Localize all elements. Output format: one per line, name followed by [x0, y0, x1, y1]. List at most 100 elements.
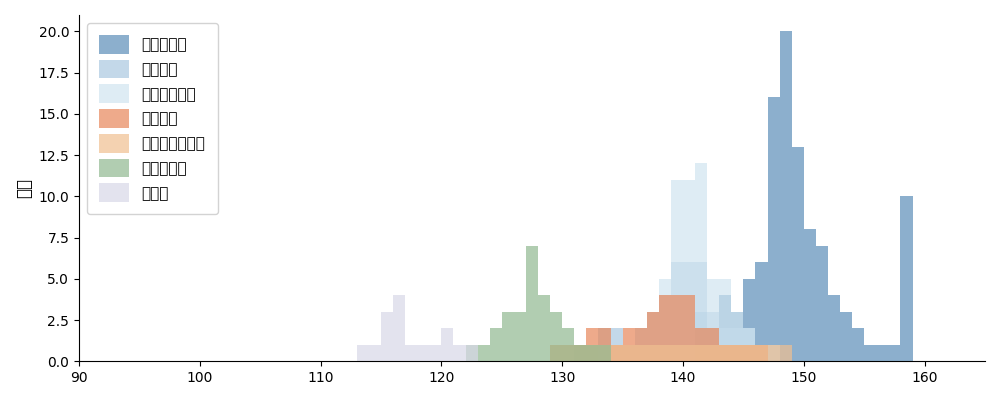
Bar [574, 345, 586, 361]
Bar [755, 345, 768, 361]
Bar [586, 328, 598, 361]
Bar [840, 312, 852, 361]
Bar [755, 262, 768, 361]
Bar [743, 328, 755, 361]
Bar [623, 345, 635, 361]
Bar [550, 345, 562, 361]
Bar [405, 345, 417, 361]
Bar [598, 328, 611, 361]
Bar [659, 279, 671, 361]
Bar [888, 345, 900, 361]
Bar [731, 345, 743, 361]
Bar [816, 246, 828, 361]
Bar [731, 345, 743, 361]
Bar [550, 312, 562, 361]
Bar [828, 295, 840, 361]
Bar [755, 345, 768, 361]
Bar [635, 328, 647, 361]
Bar [623, 345, 635, 361]
Bar [466, 345, 478, 361]
Bar [719, 328, 731, 361]
Bar [647, 345, 659, 361]
Bar [731, 328, 743, 361]
Bar [478, 345, 490, 361]
Bar [562, 345, 574, 361]
Bar [707, 279, 719, 361]
Bar [695, 164, 707, 361]
Bar [635, 328, 647, 361]
Bar [598, 345, 611, 361]
Bar [683, 180, 695, 361]
Bar [357, 345, 369, 361]
Bar [695, 262, 707, 361]
Y-axis label: 球数: 球数 [15, 178, 33, 198]
Bar [768, 98, 780, 361]
Bar [876, 345, 888, 361]
Bar [647, 312, 659, 361]
Bar [719, 279, 731, 361]
Bar [900, 196, 913, 361]
Bar [731, 312, 743, 361]
Bar [719, 345, 731, 361]
Bar [598, 345, 611, 361]
Bar [647, 312, 659, 361]
Bar [683, 295, 695, 361]
Bar [369, 345, 381, 361]
Bar [623, 328, 635, 361]
Bar [598, 345, 611, 361]
Bar [659, 295, 671, 361]
Bar [719, 295, 731, 361]
Bar [574, 345, 586, 361]
Bar [635, 328, 647, 361]
Bar [598, 328, 611, 361]
Bar [490, 328, 502, 361]
Bar [647, 312, 659, 361]
Bar [792, 147, 804, 361]
Bar [707, 328, 719, 361]
Bar [393, 295, 405, 361]
Bar [429, 345, 441, 361]
Bar [731, 312, 743, 361]
Bar [695, 312, 707, 361]
Bar [695, 328, 707, 361]
Bar [852, 328, 864, 361]
Bar [538, 295, 550, 361]
Bar [611, 328, 623, 361]
Bar [574, 345, 586, 361]
Bar [719, 345, 731, 361]
Bar [707, 328, 719, 361]
Bar [562, 328, 574, 361]
Bar [671, 295, 683, 361]
Bar [743, 279, 755, 361]
Bar [514, 312, 526, 361]
Bar [550, 345, 562, 361]
Bar [864, 345, 876, 361]
Bar [743, 345, 755, 361]
Bar [659, 295, 671, 361]
Bar [562, 345, 574, 361]
Bar [695, 345, 707, 361]
Bar [586, 345, 598, 361]
Bar [755, 345, 768, 361]
Bar [659, 345, 671, 361]
Legend: ストレート, シュート, カットボール, フォーク, チェンジアップ, スライダー, カーブ: ストレート, シュート, カットボール, フォーク, チェンジアップ, スライダ… [87, 23, 218, 214]
Bar [635, 345, 647, 361]
Bar [417, 345, 429, 361]
Bar [611, 345, 623, 361]
Bar [671, 262, 683, 361]
Bar [453, 345, 466, 361]
Bar [574, 345, 586, 361]
Bar [780, 345, 792, 361]
Bar [707, 345, 719, 361]
Bar [804, 229, 816, 361]
Bar [768, 345, 780, 361]
Bar [466, 345, 478, 361]
Bar [743, 345, 755, 361]
Bar [381, 312, 393, 361]
Bar [526, 246, 538, 361]
Bar [671, 180, 683, 361]
Bar [743, 328, 755, 361]
Bar [586, 345, 598, 361]
Bar [671, 345, 683, 361]
Bar [611, 345, 623, 361]
